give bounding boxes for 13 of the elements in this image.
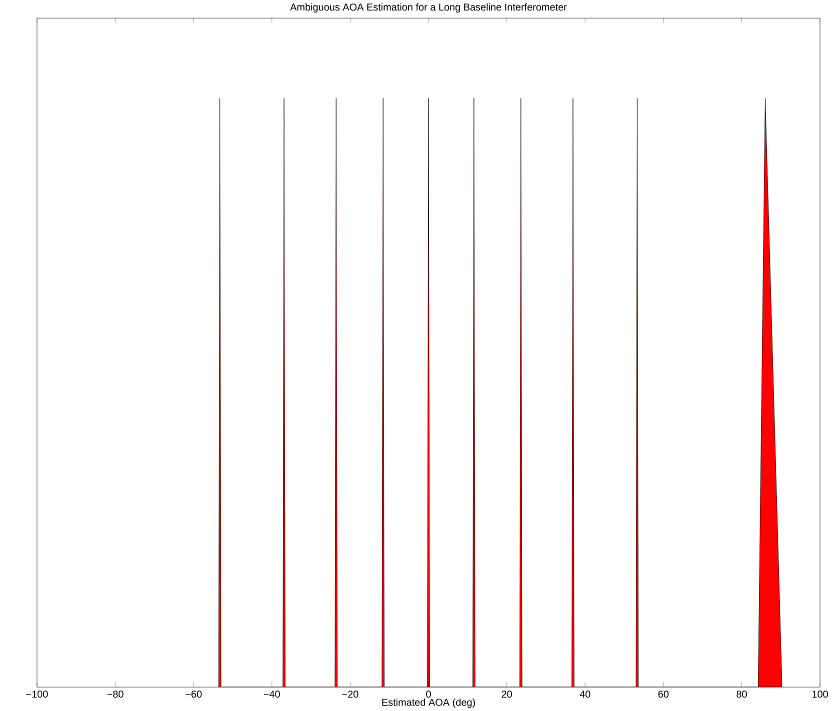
- x-tick-label: 60: [658, 690, 669, 698]
- x-tick-label: −80: [107, 690, 124, 698]
- x-tick-label: 80: [736, 690, 747, 698]
- x-tick-label: 40: [580, 690, 590, 698]
- x-tick-label: 20: [502, 690, 512, 698]
- x-tick-label: 100: [812, 690, 828, 698]
- x-tick-label: −20: [342, 690, 358, 698]
- x-tick-label: −40: [264, 690, 280, 698]
- x-tick-label: −60: [186, 690, 202, 698]
- x-axis-title: Estimated AOA (deg): [382, 698, 475, 708]
- chart-title: Ambiguous AOA Estimation for a Long Baseline Interferometer: [290, 3, 567, 13]
- x-tick-label: −100: [26, 690, 48, 698]
- x-tick-label: 0: [426, 690, 431, 698]
